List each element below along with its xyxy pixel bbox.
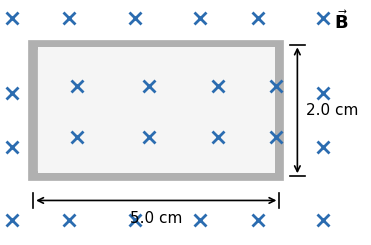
Text: 5.0 cm: 5.0 cm: [130, 211, 183, 226]
Text: $\vec{\mathbf{B}}$: $\vec{\mathbf{B}}$: [334, 11, 348, 33]
Bar: [37, 48, 275, 173]
Text: 2.0 cm: 2.0 cm: [306, 103, 359, 118]
Bar: [33, 45, 279, 176]
